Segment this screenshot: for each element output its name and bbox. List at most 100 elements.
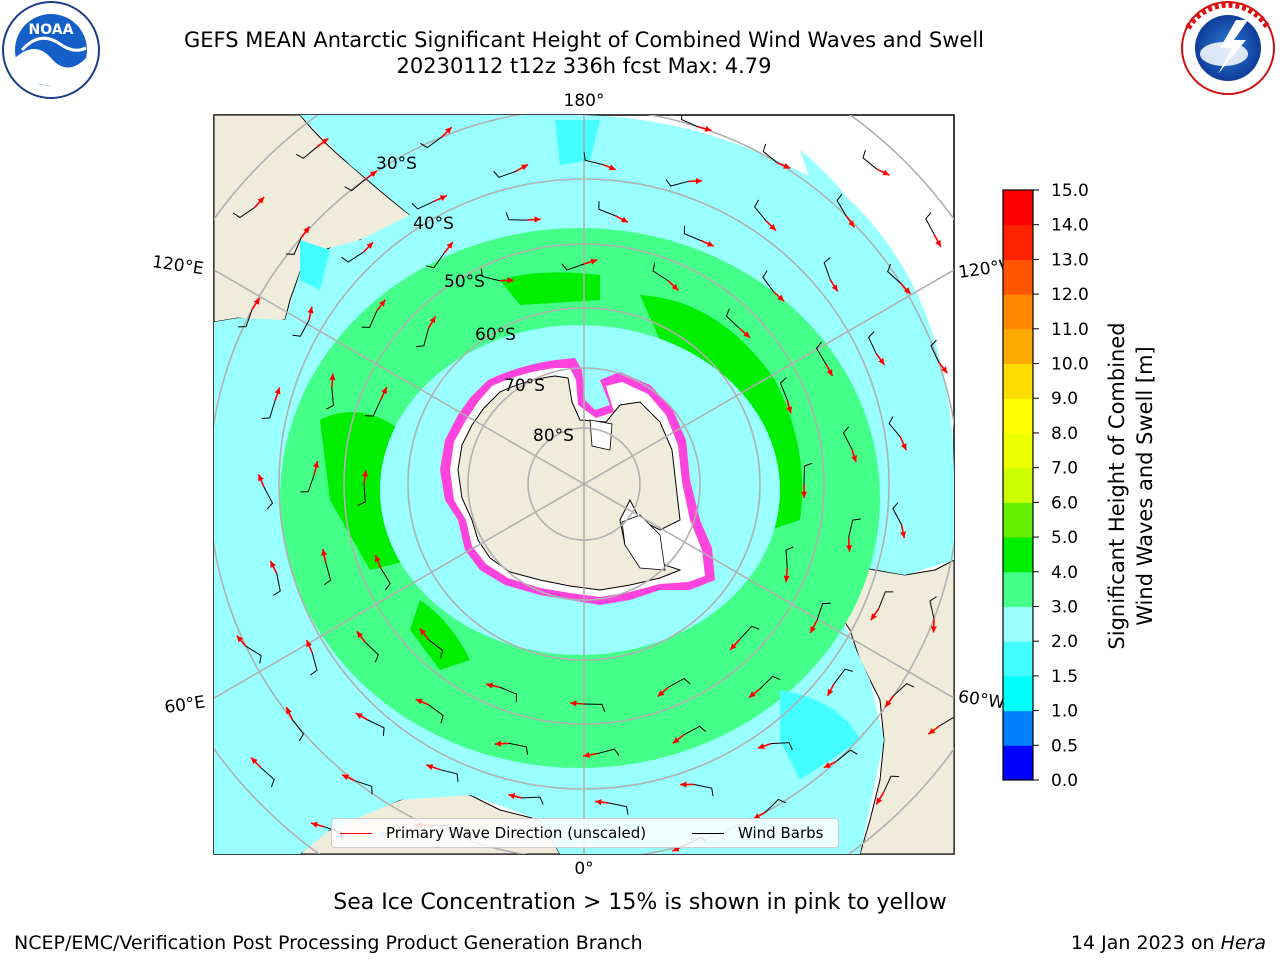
legend-wave-label: Primary Wave Direction (unscaled) [386,824,647,842]
wind-barb [583,152,603,166]
wind-barb [439,769,459,782]
colorbar-tick-label: 15.0 [1051,181,1089,201]
legend-item-barb: Wind Barbs [692,824,823,842]
wave-arrow-head [258,474,264,482]
lon-label-180: 180° [564,91,605,111]
colorbar-segment [1003,328,1033,365]
colorbar-tick-label: 14.0 [1051,216,1089,236]
wind-barb [505,212,527,221]
legend-wave-line [340,832,372,834]
colorbar-tick-label: 8.0 [1051,424,1078,444]
wind-barb [598,201,616,217]
wave-arrow-head [253,297,260,305]
colorbar-segment [1003,710,1033,746]
colorbar-tick-label: 1.0 [1051,702,1078,722]
wind-barb [665,179,689,187]
colorbar-segment [1003,294,1033,330]
lon-label-60w: 60°W [957,687,1006,713]
wave-arrow-head [419,628,427,636]
wave-arrow-head [885,700,892,708]
wind-barb [836,749,858,762]
wave-arrow-head [494,740,502,747]
colorbar-ticks: 0.0 0.5 1.0 1.5 2.0 3.0 4.0 5.0 6.0 7.0 8.0 9.0 10.0… [1033,181,1089,791]
wave-arrow-head [882,169,890,176]
wind-barb [848,518,861,538]
noaa-logo-text: NOAA [29,22,74,38]
wind-barb [683,225,702,242]
lat-label-70s: 70°S [504,376,545,396]
wind-barb [667,677,691,688]
wave-arrow-head [904,287,911,294]
map-legend: Primary Wave Direction (unscaled) Wind B… [331,818,839,848]
wave-arrow-head [508,793,516,800]
wave-arrow-head [590,258,598,265]
wind-barb [771,742,793,751]
wind-barb [893,682,915,697]
wind-barb [836,193,847,217]
wave-arrow-head [671,283,679,291]
lat-labels: 30°S 40°S 50°S 60°S 70°S 80°S [376,154,574,446]
wind-barb [411,200,435,210]
wave-arrow-head [704,125,712,132]
wind-barb [652,263,669,282]
wind-barb [365,399,382,417]
wind-barb [883,775,900,793]
wind-barb [930,339,940,363]
wave-arrow-head [274,387,281,395]
wave-arrow-head [831,284,838,292]
wind-barb [420,136,443,149]
wave-arrow-head [507,277,514,284]
wind-barb [310,652,318,676]
lat-label-80s: 80°S [533,426,574,446]
wave-arrow-head [826,369,833,377]
colorbar-segment [1003,571,1033,607]
wave-arrow-head [730,643,737,650]
wave-arrow-head [439,195,447,201]
wind-barb [596,748,620,756]
wind-barb [361,310,378,328]
lat-label-30s: 30°S [376,154,417,174]
wind-barb [694,783,714,797]
wind-barb [273,573,281,596]
wind-barb [232,207,256,219]
wind-barb [892,502,902,525]
lon-label-0: 0° [574,859,593,879]
wave-arrow-head [369,170,377,178]
wave-arrow-head [930,626,937,633]
wave-direction-arrows [236,125,948,852]
antarctica [440,358,715,605]
colorbar-tick-label: 0.0 [1051,771,1078,791]
wind-barb [888,416,901,438]
wind-barb [499,686,517,703]
colorbar-tick-label: 3.0 [1051,597,1078,617]
wind-barb [939,716,954,727]
wind-barb [925,212,935,235]
wave-arrow-head [303,226,310,234]
wind-barb [357,483,366,506]
wind-barb [823,257,831,280]
wind-barb [842,426,853,450]
wind-barb [428,704,444,724]
wind-barb [323,562,332,586]
wind-barb [521,796,544,805]
colorbar-segment [1003,190,1033,226]
wave-arrow-head [786,406,793,414]
wave-arrow-head [583,751,590,758]
wave-arrow-head [783,575,790,583]
wind-barb [326,387,334,410]
wave-arrow-head [672,845,680,852]
wave-arrow-head [928,728,936,735]
colorbar-tick-label: 1.5 [1051,667,1078,687]
wave-arrow-head [810,626,816,634]
wave-arrow-head [706,240,714,247]
legend-barb-label: Wind Barbs [738,824,824,842]
wind-barb [803,462,813,485]
wave-arrow-head [595,799,602,806]
colorbar-segment [1003,675,1033,712]
wave-arrow-head [848,220,855,228]
footer-date-text: 14 Jan 2023 on [1070,932,1215,954]
wind-barb [785,546,794,569]
wave-arrow-head [486,682,493,689]
lat-label-50s: 50°S [444,272,485,292]
colorbar-tick-label: 12.0 [1051,285,1089,305]
